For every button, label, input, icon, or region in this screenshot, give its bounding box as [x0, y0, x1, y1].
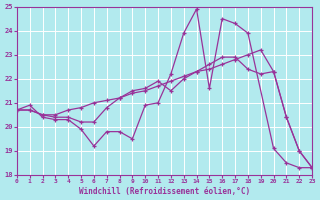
X-axis label: Windchill (Refroidissement éolien,°C): Windchill (Refroidissement éolien,°C) — [79, 187, 250, 196]
